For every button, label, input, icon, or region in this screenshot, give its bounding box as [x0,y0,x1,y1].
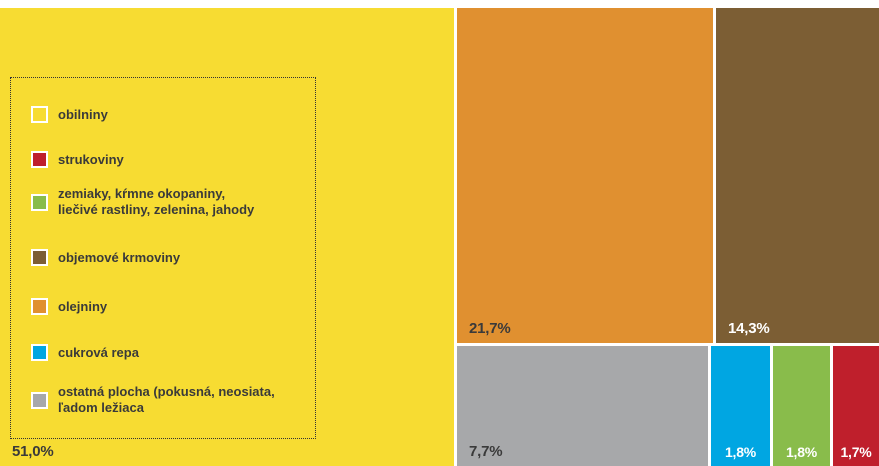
legend-item: ostatná plocha (pokusná, neosiata, ľadom… [31,384,275,416]
tile-olejniny: 21,7% [457,8,713,343]
value-label-strukoviny: 1,7% [840,444,872,460]
value-label-olejniny: 21,7% [469,320,511,337]
legend-swatch [31,151,48,168]
legend-swatch [31,344,48,361]
value-label-cukrova-repa: 1,8% [724,444,757,460]
chart-legend: obilniny strukoviny zemiaky, kŕmne okopani… [10,77,316,439]
tile-ostatna-plocha: 7,7% [457,346,708,466]
legend-item: strukoviny [31,151,124,168]
value-label-objemove-krmoviny: 14,3% [728,320,770,337]
legend-item: olejniny [31,298,107,315]
legend-item: objemové krmoviny [31,249,180,266]
legend-swatch [31,298,48,315]
legend-label: obilniny [58,106,108,122]
legend-label: objemové krmoviny [58,249,181,265]
legend-swatch [31,391,48,409]
legend-label: strukoviny [58,151,124,167]
legend-item: obilniny [31,106,108,123]
tile-obilniny: 51,0% [0,8,454,466]
legend-label: ostatná plocha (pokusná, neosiata, ľadom… [58,384,275,415]
legend-swatch [31,249,48,266]
value-label-ostatna-plocha: 7,7% [469,443,503,460]
legend-item: zemiaky, kŕmne okopaniny, liečivé rastli… [31,186,254,218]
legend-label: cukrová repa [58,344,139,360]
tile-objemove-krmoviny: 14,3% [716,8,879,343]
value-label-zemiaky: 1,8% [785,444,818,460]
value-label-obilniny: 51,0% [12,443,54,460]
legend-swatch [31,106,48,123]
tile-cukrova-repa: 1,8% [711,346,770,466]
tile-zemiaky: 1,8% [773,346,830,466]
legend-label: olejniny [58,298,108,314]
legend-item: cukrová repa [31,344,139,361]
legend-label: zemiaky, kŕmne okopaniny, liečivé rastli… [58,186,255,217]
legend-swatch [31,193,48,211]
tile-strukoviny: 1,7% [833,346,879,466]
